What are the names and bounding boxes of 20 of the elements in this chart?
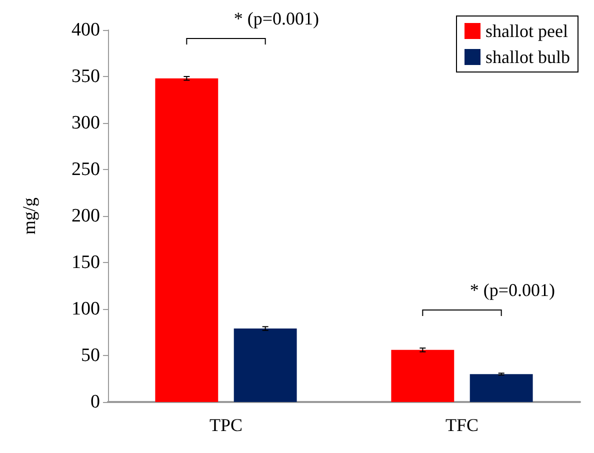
x-tick-label: TFC [445,415,479,435]
annotation: * (p=0.001) [470,280,556,300]
y-tick-label: 50 [81,345,100,366]
y-tick-label: 150 [72,252,100,273]
y-tick-label: 300 [72,112,100,134]
y-tick-label: 350 [72,66,100,87]
bar [391,350,454,402]
bar [155,78,218,402]
legend-label: shallot bulb [486,47,570,67]
bar [234,328,297,402]
bar [470,374,533,402]
y-axis-title: mg/g [19,197,39,235]
text: * (p=0.001) [234,8,320,28]
x-tick-label: TPC [209,415,243,435]
legend-label: shallot peel [486,21,568,41]
y-tick-label: 100 [72,298,100,320]
y-tick-label: 250 [72,159,100,180]
y-tick-label: 0 [90,392,100,412]
y-tick-label: 200 [72,206,100,226]
y-tick-label: 400 [72,20,100,40]
